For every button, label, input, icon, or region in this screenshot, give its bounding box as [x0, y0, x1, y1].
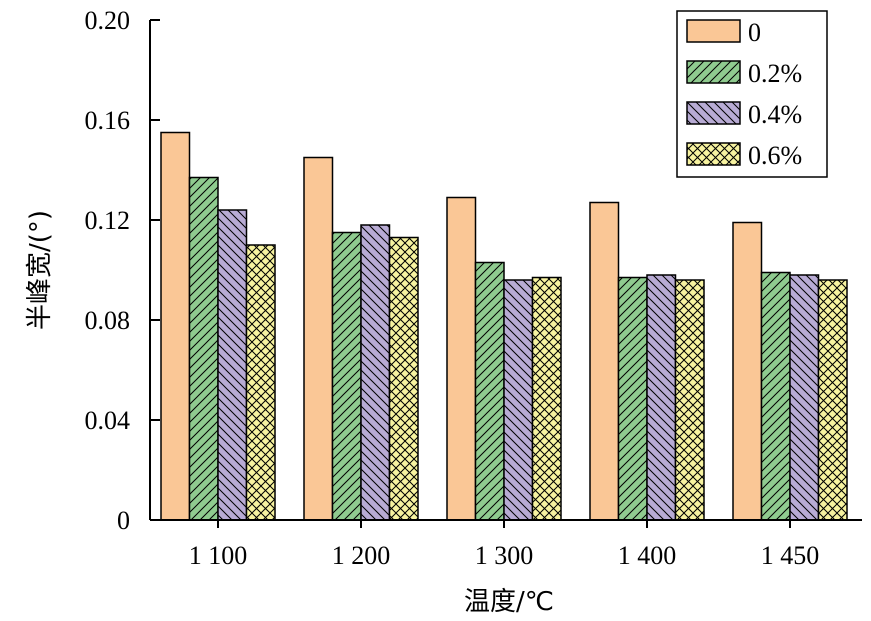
bar — [303, 156, 334, 521]
y-tick-label: 0.16 — [85, 106, 131, 135]
bar — [531, 276, 562, 521]
y-tick-label: 0.20 — [85, 6, 131, 35]
legend-swatch — [686, 101, 741, 125]
bar — [789, 274, 820, 521]
y-tick-label: 0 — [117, 506, 130, 535]
x-tick-label: 1 400 — [618, 541, 677, 570]
bar — [817, 279, 848, 521]
y-tick-label: 0.04 — [85, 406, 131, 435]
bar — [760, 271, 791, 521]
x-tick-label: 1 450 — [761, 541, 820, 570]
bar — [646, 274, 677, 521]
y-tick-label: 0.12 — [85, 206, 131, 235]
x-tick-label: 1 200 — [332, 541, 391, 570]
bar — [360, 224, 391, 521]
bar — [446, 196, 477, 521]
legend-swatch — [686, 60, 741, 84]
legend-label: 0.6% — [748, 141, 802, 170]
bar — [503, 279, 534, 521]
bar — [617, 276, 648, 521]
x-axis-title: 温度/℃ — [464, 587, 554, 617]
x-tick-label: 1 300 — [475, 541, 534, 570]
x-axis-ticks: 1 100 1 200 1 300 1 400 1 450 — [189, 520, 820, 570]
bar — [245, 244, 276, 521]
bar — [674, 279, 705, 521]
bar — [474, 261, 505, 521]
legend-label: 0.2% — [748, 59, 802, 88]
legend-swatch — [686, 142, 741, 166]
bar — [388, 236, 419, 521]
bar — [732, 221, 763, 521]
bar — [331, 231, 362, 521]
y-tick-label: 0.08 — [85, 306, 131, 335]
x-tick-label: 1 100 — [189, 541, 248, 570]
legend-swatch — [686, 19, 741, 43]
bar — [589, 201, 620, 521]
legend-label: 0.4% — [748, 100, 802, 129]
legend-label: 0 — [748, 18, 761, 47]
bars — [160, 131, 848, 521]
bar — [217, 209, 248, 521]
legend: 0 0.2% 0.4% 0.6% — [676, 10, 828, 178]
bar — [188, 176, 219, 521]
bar — [160, 131, 191, 521]
y-axis-ticks: 0 0.04 0.08 0.12 0.16 0.20 — [85, 6, 160, 535]
y-axis-title: 半峰宽/(°) — [25, 210, 55, 330]
